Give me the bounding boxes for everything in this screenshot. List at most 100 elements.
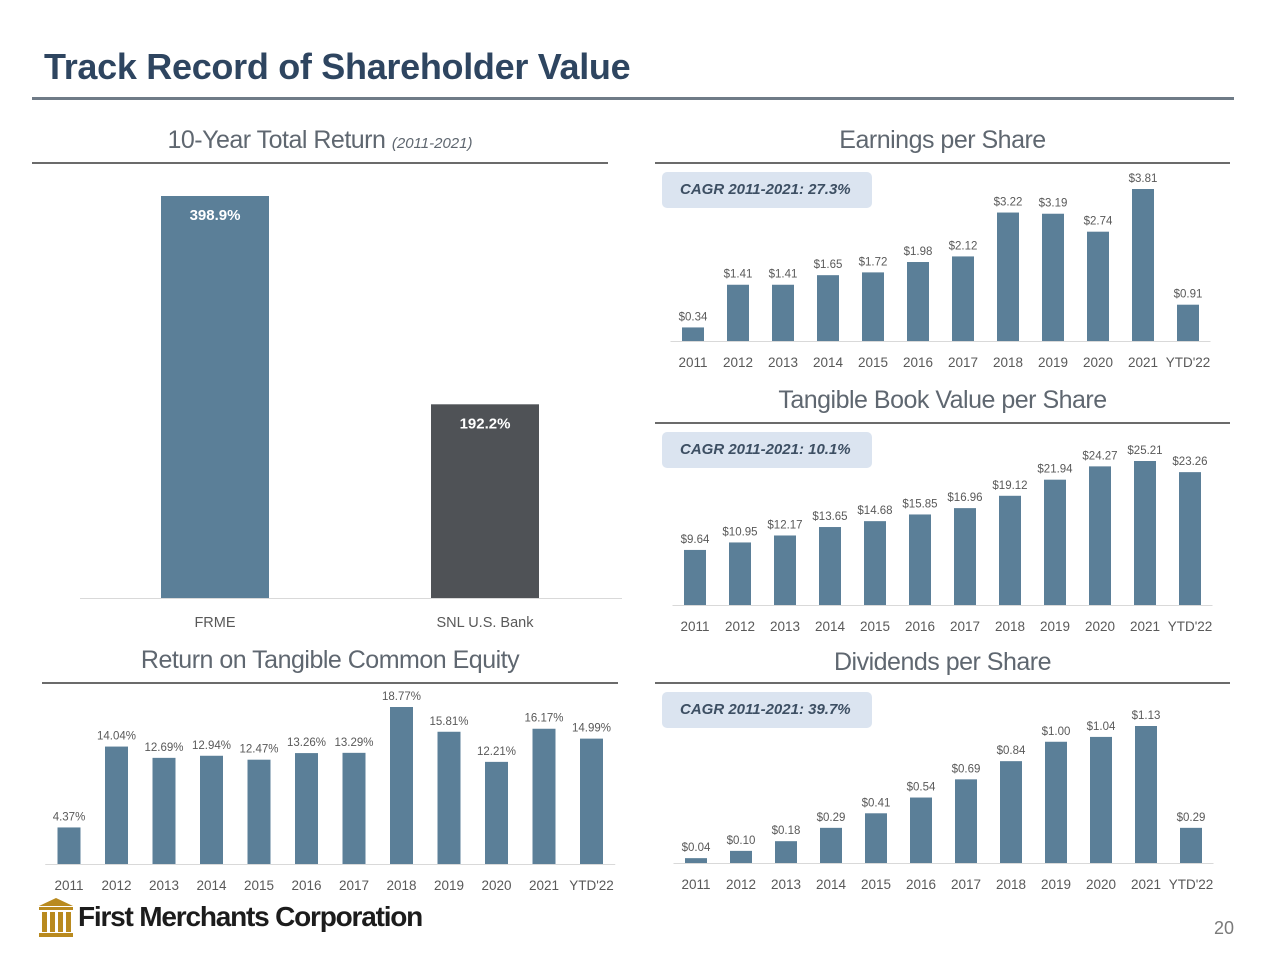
eps-bar-2014 [817, 275, 839, 341]
eps-bar-2020 [1087, 231, 1109, 341]
tbv-bar-2017 [954, 508, 976, 605]
dps-chart: $0.04 2011 $0.10 2012 $0.18 2013 $0.29 2014 $0.4… [673, 710, 1214, 892]
rotce-bar-2013 [152, 757, 176, 864]
dps-rule [655, 682, 1230, 684]
tbv-data-label-2013: $12.17 [767, 519, 802, 531]
total-return-bar-1 [431, 404, 539, 598]
tbv-bar-2011 [684, 549, 706, 605]
tbv-cagr-badge: CAGR 2011-2021: 10.1% [662, 432, 872, 468]
rotce-data-label-2013: 12.69% [144, 742, 183, 754]
tbv-bar-2021 [1134, 461, 1156, 605]
rotce-data-label-YTD'22: 14.99% [572, 723, 611, 735]
tbv-tick-label-2014: 2014 [815, 619, 846, 634]
dps-data-label-2019: $1.00 [1042, 726, 1071, 738]
dps-bar-2017 [955, 779, 977, 863]
tbv-tick-label-2013: 2013 [770, 619, 800, 634]
rotce-tick-label-2014: 2014 [196, 878, 227, 893]
rotce-tick-label-2021: 2021 [529, 878, 559, 893]
columns-logo-icon [39, 898, 73, 937]
rotce-rule [42, 682, 618, 684]
dps-tick-label-2015: 2015 [861, 877, 891, 892]
dps-data-label-2021: $1.13 [1132, 710, 1161, 722]
tbv-tick-label-2018: 2018 [995, 619, 1025, 634]
eps-chart: $0.34 2011 $1.41 2012 $1.41 2013 $1.65 2014 $1.7… [670, 173, 1211, 370]
eps-data-label-2012: $1.41 [724, 269, 753, 281]
tbv-data-label-YTD'22: $23.26 [1172, 456, 1207, 468]
dps-bar-2020 [1090, 736, 1112, 863]
tbv-chart: $9.64 2011 $10.95 2012 $12.17 2013 $13.65 2014 $… [672, 445, 1213, 634]
total-return-data-label-1: 192.2% [460, 415, 511, 432]
dps-data-label-2013: $0.18 [772, 825, 801, 837]
tbv-tick-label-YTD'22: YTD'22 [1168, 619, 1213, 634]
eps-data-label-2020: $2.74 [1084, 216, 1113, 228]
rotce-chart: 4.37% 2011 14.04% 2012 12.69% 2013 12.94% 2014 1… [45, 691, 616, 893]
dps-data-label-2012: $0.10 [727, 835, 756, 847]
dps-tick-label-2021: 2021 [1131, 877, 1161, 892]
page-number: 20 [1213, 918, 1234, 938]
eps-tick-label-2016: 2016 [903, 355, 933, 370]
dps-bar-2012 [730, 850, 752, 863]
dps-data-label-2011: $0.04 [682, 842, 711, 854]
tbv-tick-label-2021: 2021 [1130, 619, 1160, 634]
eps-data-label-2017: $2.12 [949, 240, 978, 252]
rotce-bar-YTD'22 [580, 738, 603, 864]
eps-bar-2021 [1132, 189, 1154, 341]
rotce-tick-label-2017: 2017 [339, 878, 369, 893]
eps-tick-label-2013: 2013 [768, 355, 798, 370]
rotce-data-label-2018: 18.77% [382, 691, 421, 703]
eps-tick-label-2020: 2020 [1083, 355, 1113, 370]
slide-title: Track Record of Shareholder Value [44, 46, 631, 87]
eps-data-label-YTD'22: $0.91 [1174, 289, 1203, 301]
rotce-tick-label-2019: 2019 [434, 878, 464, 893]
eps-rule [655, 162, 1230, 164]
eps-bar-2017 [952, 256, 974, 341]
rotce-bar-2012 [105, 746, 128, 864]
eps-bar-2016 [907, 262, 929, 341]
dps-data-label-2018: $0.84 [997, 745, 1026, 757]
dps-bar-2018 [1000, 761, 1022, 863]
eps-tick-label-YTD'22: YTD'22 [1166, 355, 1211, 370]
total-return-chart: 398.9% FRME 192.2% SNL U.S. Bank [80, 196, 622, 631]
dps-bar-2014 [820, 827, 842, 863]
tbv-bar-2019 [1044, 479, 1066, 605]
total-return-bar-0 [161, 196, 269, 598]
total-return-title: 10-Year Total Return (2011-2021) [32, 126, 608, 155]
rotce-bar-2021 [532, 728, 556, 864]
eps-tick-label-2021: 2021 [1128, 355, 1158, 370]
tbv-data-label-2015: $14.68 [857, 505, 892, 517]
dps-tick-label-YTD'22: YTD'22 [1169, 877, 1214, 892]
dps-data-label-2020: $1.04 [1087, 721, 1116, 733]
eps-bar-2012 [727, 284, 749, 341]
tbv-title: Tangible Book Value per Share [778, 386, 1107, 414]
rotce-title: Return on Tangible Common Equity [140, 646, 520, 674]
eps-data-label-2016: $1.98 [904, 246, 933, 258]
tbv-bar-2018 [999, 495, 1021, 605]
rotce-bar-2016 [295, 753, 318, 864]
dps-data-label-2016: $0.54 [907, 782, 936, 794]
eps-tick-label-2011: 2011 [678, 355, 707, 370]
rotce-data-label-2011: 4.37% [53, 811, 86, 823]
eps-tick-label-2018: 2018 [993, 355, 1023, 370]
tbv-bar-2014 [819, 527, 841, 605]
rotce-data-label-2014: 12.94% [192, 740, 231, 752]
rotce-tick-label-2020: 2020 [481, 878, 511, 893]
dps-tick-label-2020: 2020 [1086, 877, 1116, 892]
dps-tick-label-2016: 2016 [906, 877, 936, 892]
eps-bar-2011 [682, 327, 704, 341]
rotce-tick-label-2015: 2015 [244, 878, 274, 893]
eps-tick-label-2019: 2019 [1038, 355, 1068, 370]
rotce-bar-2019 [437, 731, 461, 864]
dps-tick-label-2017: 2017 [951, 877, 981, 892]
tbv-tick-label-2016: 2016 [905, 619, 935, 634]
total-return-rule [32, 162, 608, 164]
rotce-tick-label-YTD'22: YTD'22 [569, 878, 614, 893]
rotce-data-label-2019: 15.81% [429, 716, 468, 728]
dps-bar-2016 [910, 797, 932, 863]
eps-bar-2018 [997, 212, 1019, 341]
tbv-data-label-2011: $9.64 [681, 534, 710, 546]
dps-data-label-YTD'22: $0.29 [1177, 812, 1206, 824]
tbv-data-label-2012: $10.95 [722, 526, 757, 538]
eps-bar-2015 [862, 272, 884, 341]
rotce-data-label-2020: 12.21% [477, 746, 516, 758]
eps-data-label-2021: $3.81 [1129, 173, 1158, 185]
